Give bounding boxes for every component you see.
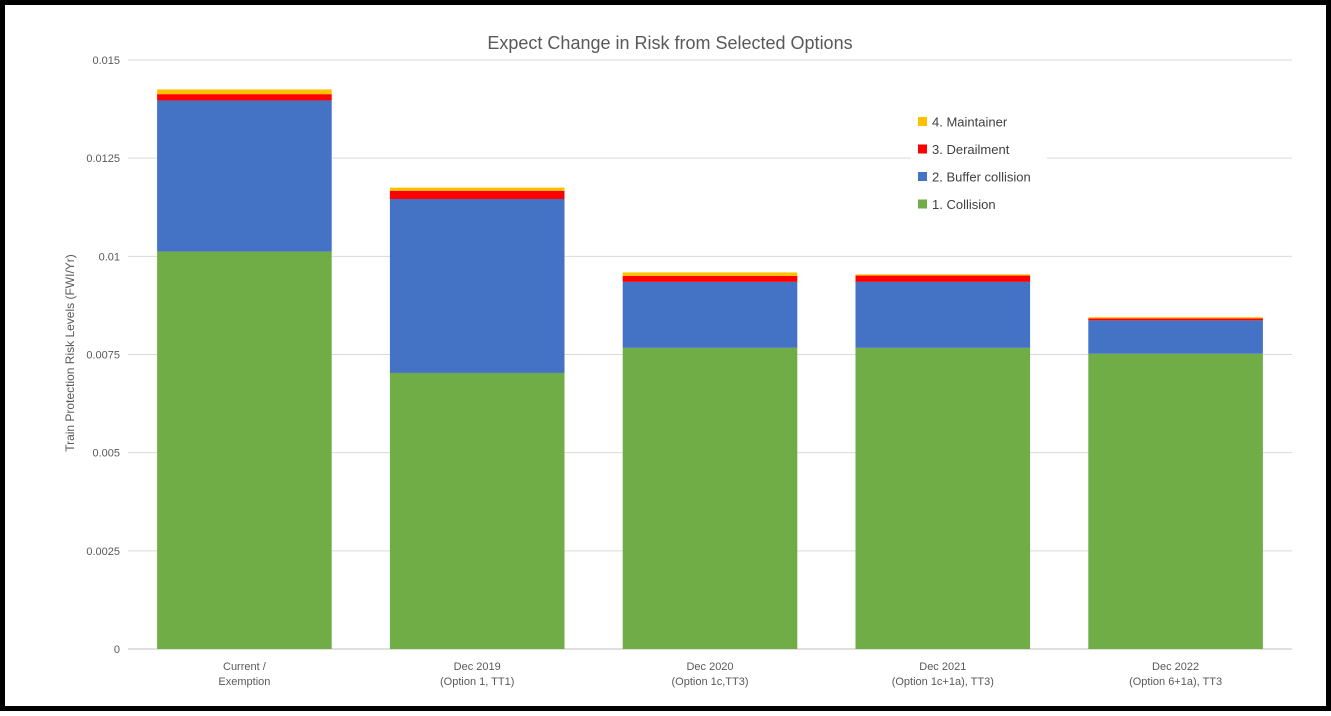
bar-segment (157, 251, 332, 649)
x-tick-label: (Option 6+1a), TT3 (1129, 676, 1222, 688)
y-tick-label: 0.0075 (86, 350, 120, 362)
bar-segment (622, 347, 798, 649)
bar-segment (1088, 320, 1263, 354)
x-axis-ticks: Current / Exemption Dec 2019 (Option 1, TT1… (218, 661, 1222, 688)
bar-segment (389, 199, 565, 373)
bar-segment (855, 281, 1031, 348)
y-tick-label: 0 (114, 644, 120, 656)
y-axis-ticks: 0 0.0025 0.005 0.0075 0.01 0.0125 0.015 (86, 55, 120, 656)
x-tick-label: Exemption (218, 676, 270, 688)
bar-segment (389, 372, 565, 649)
bar-segment (1088, 353, 1263, 649)
x-tick-label: Dec 2022 (1152, 661, 1199, 673)
legend-label: 2. Buffer collision (932, 170, 1031, 185)
x-tick-label: (Option 1c,TT3) (671, 676, 748, 688)
bar-segment (1088, 318, 1263, 321)
y-tick-label: 0.005 (92, 448, 120, 460)
chart-title: Expect Change in Risk from Selected Opti… (487, 33, 852, 53)
legend: 4. Maintainer 3. Derailment 2. Buffer coll… (911, 107, 1047, 223)
bar-segment (622, 272, 798, 276)
bar-segment (157, 94, 332, 101)
x-tick-label: Current / (223, 661, 267, 673)
bar-segment (389, 187, 565, 191)
x-tick-label: Dec 2021 (919, 661, 966, 673)
bar-segment (855, 274, 1031, 276)
y-tick-label: 0.01 (99, 251, 120, 263)
legend-swatch (918, 117, 927, 126)
legend-label: 3. Derailment (932, 142, 1010, 157)
legend-swatch (918, 199, 927, 209)
legend-label: 4. Maintainer (932, 115, 1008, 130)
bar-segment (855, 275, 1031, 282)
bar-segment (1088, 317, 1263, 319)
y-tick-label: 0.0125 (86, 153, 120, 165)
y-axis-title: Train Protection Risk Levels (FWI/Yr) (63, 254, 77, 452)
bar-segment (389, 190, 565, 200)
y-tick-label: 0.0025 (86, 546, 120, 558)
x-tick-label: Dec 2020 (686, 661, 733, 673)
y-tick-label: 0.015 (92, 55, 120, 67)
x-tick-label: (Option 1, TT1) (440, 676, 514, 688)
stacked-bar-chart: Expect Change in Risk from Selected Opti… (63, 33, 1292, 688)
bar-segment (622, 281, 798, 348)
bars (157, 89, 1263, 649)
legend-label: 1. Collision (932, 197, 996, 212)
legend-swatch (918, 172, 927, 181)
legend-swatch (918, 144, 927, 154)
legend-background (911, 107, 1047, 223)
x-tick-label: Dec 2019 (454, 661, 501, 673)
bar-segment (157, 89, 332, 95)
x-tick-label: (Option 1c+1a), TT3) (892, 676, 994, 688)
bar-segment (157, 100, 332, 252)
bar-segment (855, 347, 1031, 649)
bar-segment (622, 275, 798, 282)
